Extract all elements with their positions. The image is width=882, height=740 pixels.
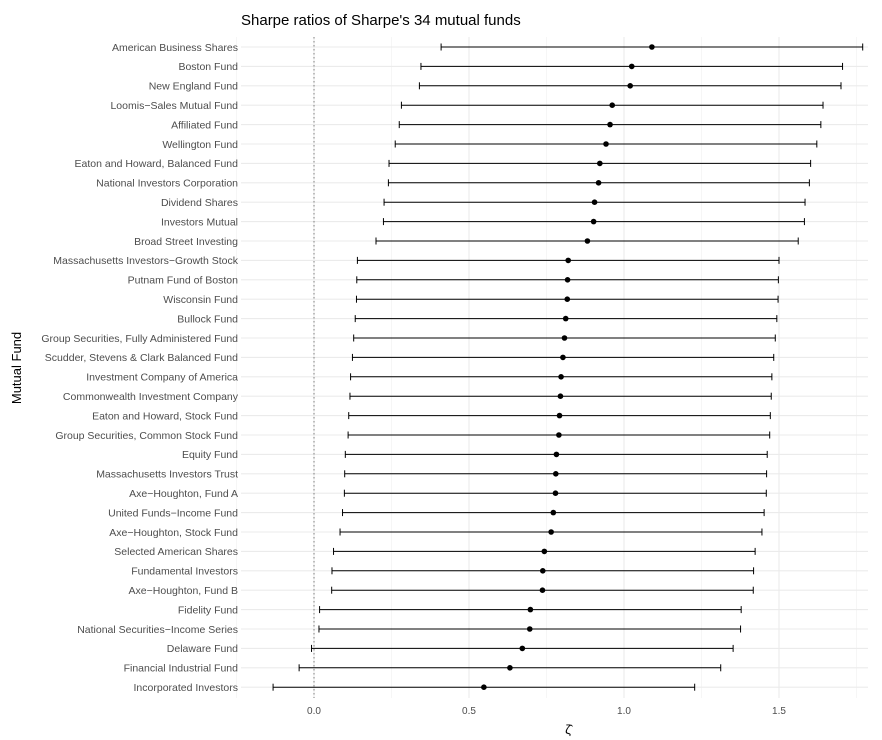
grid (236, 37, 868, 698)
data-point (553, 471, 559, 477)
y-tick-label: New England Fund (149, 81, 238, 93)
x-tick-labels: 0.0 0.5 1.0 1.5 (307, 706, 786, 717)
data-point (649, 44, 655, 50)
data-point (527, 606, 534, 613)
y-tick-labels: American Business Shares Boston Fund New E… (41, 42, 238, 694)
y-tick-label: Equity Fund (182, 449, 238, 461)
data-point (557, 393, 564, 400)
data-point (539, 587, 546, 593)
data-point (562, 315, 569, 322)
y-tick-label: Eaton and Howard, Balanced Fund (75, 158, 239, 170)
x-tick-label: 1.5 (772, 706, 786, 717)
data-point (539, 568, 546, 574)
data-point (595, 180, 602, 186)
data-point (560, 354, 566, 361)
data-point (591, 199, 598, 205)
data-point (550, 509, 557, 516)
y-tick-label: Financial Industrial Fund (124, 663, 239, 675)
data-point (603, 141, 609, 147)
data-point (597, 160, 603, 167)
y-tick-label: Axe−Houghton, Stock Fund (109, 527, 238, 539)
data-point (609, 102, 616, 108)
x-tick-label: 1.0 (617, 706, 631, 717)
y-tick-label: Scudder, Stevens & Clark Balanced Fund (45, 352, 238, 364)
data-point (564, 277, 571, 283)
data-point (628, 63, 635, 70)
data-point (607, 121, 613, 128)
data-point (553, 451, 560, 458)
y-axis-title: Mutual Fund (9, 332, 24, 404)
error-bars (272, 43, 864, 691)
data-point (552, 490, 559, 497)
data-point (627, 83, 633, 89)
data-point (541, 548, 548, 555)
data-point (561, 335, 568, 341)
data-point (565, 257, 571, 264)
data-point (526, 626, 533, 632)
y-tick-label: Massachusetts Investors Trust (96, 469, 238, 481)
x-axis-title: ζ̂ (565, 722, 574, 737)
data-point (519, 645, 526, 652)
y-tick-label: United Funds−Income Fund (108, 507, 238, 519)
y-tick-label: Dividend Shares (161, 197, 238, 209)
y-tick-label: Boston Fund (178, 61, 238, 73)
y-tick-label: Group Securities, Common Stock Fund (55, 430, 238, 442)
y-tick-label: Bullock Fund (177, 313, 238, 325)
data-points (481, 44, 655, 690)
y-tick-label: Incorporated Investors (134, 682, 238, 694)
data-point (548, 529, 554, 535)
y-tick-label: Massachusetts Investors−Growth Stock (53, 255, 238, 267)
y-tick-label: Delaware Fund (167, 643, 238, 655)
y-tick-label: American Business Shares (112, 42, 238, 54)
y-tick-label: Axe−Houghton, Fund B (129, 585, 238, 597)
y-tick-label: Selected American Shares (114, 546, 238, 558)
data-point (590, 218, 597, 225)
y-tick-label: Putnam Fund of Boston (128, 275, 238, 287)
x-tick-label: 0.5 (462, 706, 476, 717)
data-point (556, 412, 563, 419)
data-point (556, 432, 562, 438)
y-tick-label: Eaton and Howard, Stock Fund (92, 410, 238, 422)
y-tick-label: Wisconsin Fund (163, 294, 238, 306)
x-tick-label: 0.0 (307, 706, 321, 717)
data-point (558, 374, 564, 380)
y-tick-label: Commonwealth Investment Company (63, 391, 239, 403)
y-tick-label: Loomis−Sales Mutual Fund (110, 100, 238, 112)
y-tick-label: National Securities−Income Series (77, 624, 238, 636)
y-tick-label: Axe−Houghton, Fund A (129, 488, 238, 500)
data-point (564, 296, 571, 303)
y-tick-label: Group Securities, Fully Administered Fun… (41, 333, 238, 345)
y-tick-label: Investment Company of America (86, 372, 238, 384)
data-point (481, 684, 487, 690)
y-tick-label: Fundamental Investors (131, 566, 238, 578)
y-tick-label: Broad Street Investing (134, 236, 238, 248)
y-tick-label: Fidelity Fund (178, 604, 238, 616)
data-point (584, 238, 591, 244)
y-tick-label: Investors Mutual (161, 216, 238, 228)
y-tick-label: Affiliated Fund (171, 119, 238, 131)
chart-title: Sharpe ratios of Sharpe's 34 mutual fund… (241, 12, 521, 29)
y-tick-label: National Investors Corporation (96, 178, 238, 190)
y-tick-label: Wellington Fund (162, 139, 238, 151)
data-point (507, 665, 513, 671)
